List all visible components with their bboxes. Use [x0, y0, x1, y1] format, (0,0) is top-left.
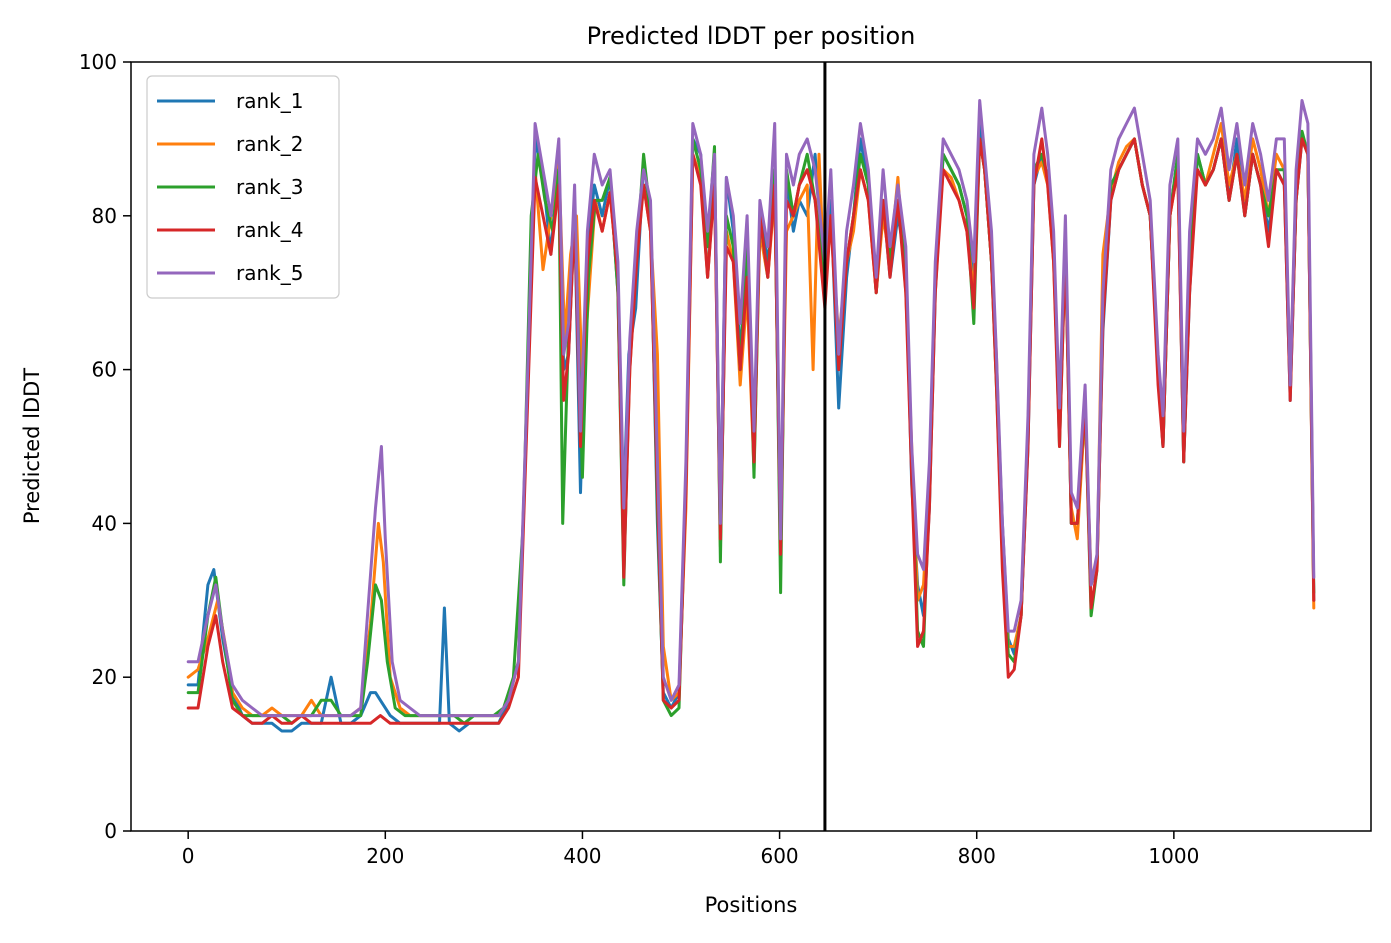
x-tick-label: 0	[182, 844, 195, 868]
series-line-rank_5	[186, 99, 1316, 718]
legend-label-rank_2: rank_2	[236, 132, 303, 156]
legend-label-rank_4: rank_4	[236, 218, 303, 242]
legend-box	[146, 75, 340, 299]
plot-frame	[130, 61, 1372, 832]
y-tick-label: 40	[92, 511, 117, 535]
legend: rank_1 rank_2 rank_3 rank_4 rank_5	[146, 75, 340, 299]
y-axis-label: Predicted lDDT	[20, 368, 44, 524]
y-axis-ticks: 0 20 40 60 80 100	[79, 50, 131, 843]
legend-items: rank_1 rank_2 rank_3 rank_4 rank_5	[157, 89, 303, 285]
x-axis-label: Positions	[705, 893, 798, 917]
x-axis-ticks: 0 200 400 600 800 1000	[182, 831, 1199, 868]
series-layer	[186, 99, 1316, 733]
legend-label-rank_3: rank_3	[236, 175, 303, 199]
y-tick-label: 60	[92, 358, 117, 382]
y-tick-label: 100	[79, 50, 117, 74]
y-tick-label: 0	[104, 819, 117, 843]
x-tick-label: 800	[958, 844, 996, 868]
legend-label-rank_5: rank_5	[236, 261, 303, 285]
series-line-rank_4	[186, 137, 1316, 725]
x-tick-label: 400	[563, 844, 601, 868]
x-tick-label: 1000	[1148, 844, 1199, 868]
y-tick-label: 20	[92, 665, 117, 689]
y-tick-label: 80	[92, 204, 117, 228]
legend-label-rank_1: rank_1	[236, 89, 303, 113]
chart-title: Predicted lDDT per position	[587, 22, 916, 50]
x-tick-label: 200	[366, 844, 404, 868]
x-tick-label: 600	[760, 844, 798, 868]
